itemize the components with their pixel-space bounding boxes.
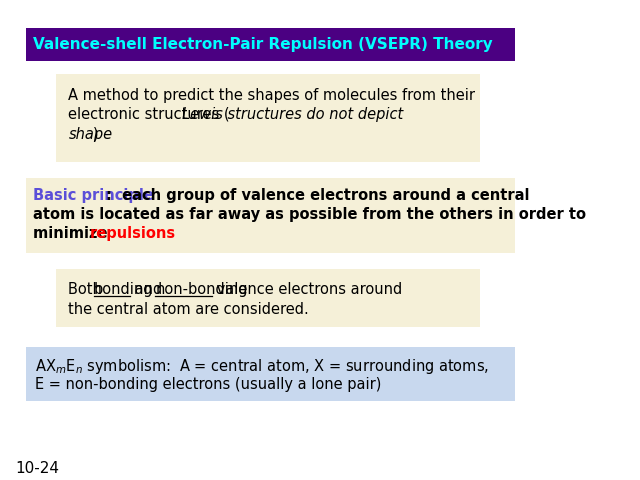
Text: repulsions: repulsions	[90, 227, 176, 241]
Text: and: and	[130, 282, 166, 297]
FancyBboxPatch shape	[56, 269, 480, 327]
FancyBboxPatch shape	[26, 178, 515, 253]
Text: A method to predict the shapes of molecules from their: A method to predict the shapes of molecu…	[68, 88, 476, 103]
Text: non-bonding: non-bonding	[156, 282, 248, 297]
Text: Lewis structures do not depict: Lewis structures do not depict	[182, 107, 403, 122]
Text: bonding: bonding	[94, 282, 154, 297]
Text: Both: Both	[68, 282, 107, 297]
Text: Valence-shell Electron-Pair Repulsion (VSEPR) Theory: Valence-shell Electron-Pair Repulsion (V…	[33, 37, 493, 52]
Text: 10-24: 10-24	[15, 461, 60, 476]
Text: electronic structures (: electronic structures (	[68, 107, 230, 122]
Text: the central atom are considered.: the central atom are considered.	[68, 302, 309, 317]
Text: Basic principle: Basic principle	[33, 188, 154, 203]
Text: atom is located as far away as possible from the others in order to: atom is located as far away as possible …	[33, 206, 586, 221]
Text: E = non-bonding electrons (usually a lone pair): E = non-bonding electrons (usually a lon…	[35, 377, 381, 392]
Text: AX$_m$E$_n$ symbolism:  A = central atom, X = surrounding atoms,: AX$_m$E$_n$ symbolism: A = central atom,…	[35, 357, 489, 376]
Text: :  each group of valence electrons around a central: : each group of valence electrons around…	[106, 188, 529, 203]
FancyBboxPatch shape	[26, 347, 515, 401]
FancyBboxPatch shape	[26, 28, 515, 61]
Text: minimize: minimize	[33, 227, 113, 241]
Text: shape: shape	[68, 127, 113, 142]
Text: valence electrons around: valence electrons around	[212, 282, 402, 297]
Text: ): )	[93, 127, 99, 142]
FancyBboxPatch shape	[56, 74, 480, 162]
